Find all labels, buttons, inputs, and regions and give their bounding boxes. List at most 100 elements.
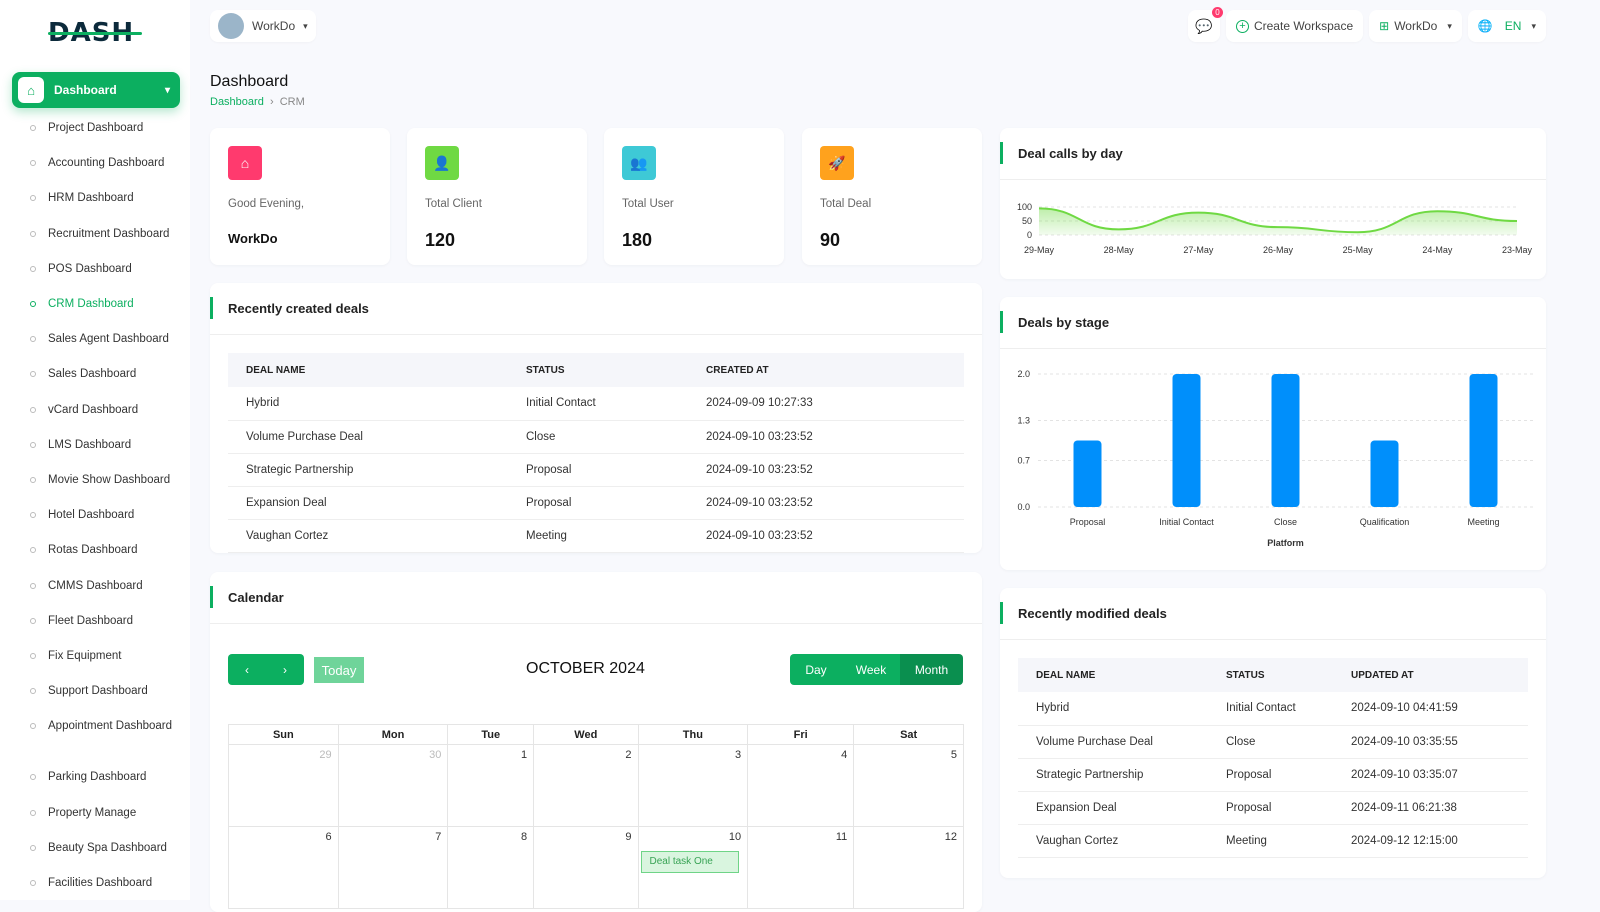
calendar-day[interactable]: 4	[747, 744, 855, 827]
calendar-day[interactable]: 12	[853, 826, 964, 909]
calendar-day[interactable]: 1	[447, 744, 535, 827]
workspace-switcher[interactable]: WorkDo ▾	[210, 10, 316, 42]
calendar-day[interactable]: 8	[447, 826, 535, 909]
day-number: 6	[325, 831, 332, 843]
calendar-day[interactable]: 11	[747, 826, 855, 909]
sidebar-item[interactable]: HRM Dashboard	[30, 190, 180, 206]
table-row[interactable]: Expansion Deal Proposal 2024-09-11 06:21:3…	[1018, 791, 1528, 825]
y-tick-label: 2.0	[1017, 369, 1030, 379]
sidebar-item[interactable]: CRM Dashboard	[30, 296, 180, 312]
today-button[interactable]: Today	[314, 657, 364, 683]
prev-month-button[interactable]: ‹	[228, 654, 266, 685]
sidebar-item[interactable]: Movie Show Dashboard	[30, 472, 180, 488]
language-selector[interactable]: 🌐 EN ▾	[1467, 10, 1546, 42]
sidebar-item-label: Dashboard	[54, 83, 117, 97]
chevron-down-icon: ▾	[1531, 20, 1536, 31]
chevron-down-icon: ▾	[1447, 20, 1452, 31]
logo[interactable]: DASH	[48, 18, 143, 48]
rocket-icon: 🚀	[820, 146, 854, 180]
sidebar-item[interactable]: vCard Dashboard	[30, 402, 180, 418]
sidebar-item-label: HRM Dashboard	[48, 192, 134, 205]
sidebar-item[interactable]: LMS Dashboard	[30, 437, 180, 453]
table-row[interactable]: Strategic Partnership Proposal 2024-09-10 …	[1018, 758, 1528, 792]
table-row[interactable]: Vaughan Cortez Meeting 2024-09-10 03:23:52	[228, 519, 964, 553]
calendar-day[interactable]: 30	[337, 744, 449, 827]
language-label: EN	[1504, 19, 1522, 33]
calendar-event[interactable]: Deal task One	[640, 851, 740, 873]
table-cell: 2024-09-09 10:27:33	[688, 387, 964, 421]
table-cell: 2024-09-11 06:21:38	[1333, 791, 1528, 825]
day-number: 2	[625, 749, 632, 761]
deals-by-stage-card: Deals by stage 0.0 0.7 1.3 2.0 Proposal Initi…	[1000, 297, 1546, 570]
sidebar-item-label: Support Dashboard	[48, 685, 148, 698]
sidebar-item[interactable]: Accounting Dashboard	[30, 155, 180, 171]
sidebar-item-label: Accounting Dashboard	[48, 157, 165, 170]
day-number: 30	[429, 749, 442, 761]
page-title: Dashboard	[210, 73, 289, 90]
stat-value: WorkDo	[228, 231, 278, 246]
table-row[interactable]: Hybrid Initial Contact 2024-09-10 04:41:59	[1018, 692, 1528, 726]
sidebar: DASH ⌂ Dashboard ▾ Project Dashboard Accoun…	[0, 0, 190, 900]
table-row[interactable]: Volume Purchase Deal Close 2024-09-10 03:2…	[228, 420, 964, 454]
home-icon: ⌂	[18, 77, 44, 103]
calendar-day[interactable]: 6	[228, 826, 339, 909]
view-day-button[interactable]: Day	[790, 654, 842, 685]
sidebar-item-label: Parking Dashboard	[48, 771, 147, 784]
bullet-icon	[30, 844, 36, 851]
chevron-down-icon: ▾	[164, 84, 170, 96]
sidebar-item[interactable]: Facilities Dashboard	[30, 875, 180, 891]
breadcrumb-dashboard[interactable]: Dashboard	[210, 96, 264, 108]
sidebar-item[interactable]: Fix Equipment	[30, 648, 180, 664]
sidebar-item[interactable]: CMMS Dashboard	[30, 578, 180, 594]
sidebar-item[interactable]: Sales Agent Dashboard	[30, 331, 180, 347]
table-row[interactable]: Volume Purchase Deal Close 2024-09-10 03:3…	[1018, 725, 1528, 759]
messages-button[interactable]: 💬 0	[1187, 7, 1223, 42]
table-cell: Vaughan Cortez	[228, 519, 508, 553]
next-month-button[interactable]: ›	[266, 654, 304, 685]
sidebar-item[interactable]: Rotas Dashboard	[30, 542, 180, 558]
sidebar-item[interactable]: Recruitment Dashboard	[30, 226, 180, 242]
calendar-month: OCTOBER 2024	[526, 660, 645, 677]
sidebar-item-label: Sales Agent Dashboard	[48, 333, 169, 346]
stat-card: 👥 Total User 180	[604, 128, 784, 265]
sidebar-item[interactable]: Fleet Dashboard	[30, 613, 180, 629]
stat-card: ⌂ Good Evening, WorkDo	[210, 128, 390, 265]
bullet-icon	[30, 160, 36, 167]
calendar-day[interactable]: 3	[637, 744, 749, 827]
weekday-header: Mon	[337, 724, 449, 745]
sidebar-item[interactable]: Appointment Dashboard	[30, 718, 180, 734]
sidebar-item-label: Movie Show Dashboard	[48, 474, 171, 486]
sidebar-item[interactable]: POS Dashboard	[30, 261, 180, 277]
area-fill	[1039, 208, 1517, 235]
create-workspace-button[interactable]: + Create Workspace	[1225, 10, 1364, 42]
table-row[interactable]: Strategic Partnership Proposal 2024-09-10 …	[228, 453, 964, 487]
table-row[interactable]: Hybrid Initial Contact 2024-09-09 10:27:33	[228, 387, 964, 421]
calendar-day[interactable]: 7	[337, 826, 449, 909]
calendar-day[interactable]: 5	[853, 744, 964, 827]
sidebar-item[interactable]: Property Manage	[30, 805, 180, 821]
sidebar-item[interactable]: Parking Dashboard	[30, 769, 180, 785]
calendar-day[interactable]: 29	[228, 744, 339, 827]
sidebar-item[interactable]: Hotel Dashboard	[30, 507, 180, 523]
sidebar-item[interactable]: Sales Dashboard	[30, 366, 180, 382]
workspace-menu[interactable]: ⊞ WorkDo ▾	[1369, 10, 1462, 42]
apps-icon: ⊞	[1379, 19, 1390, 33]
bullet-icon	[30, 406, 36, 413]
view-week-button[interactable]: Week	[842, 654, 900, 685]
sidebar-item[interactable]: Project Dashboard	[30, 120, 180, 136]
column-header: UPDATED AT	[1333, 658, 1528, 692]
table-cell: Hybrid	[1018, 692, 1208, 726]
table-cell: Close	[508, 420, 688, 454]
sidebar-item-dashboard[interactable]: ⌂ Dashboard ▾	[12, 72, 180, 108]
sidebar-item[interactable]: Beauty Spa Dashboard	[30, 840, 180, 856]
table-row[interactable]: Vaughan Cortez Meeting 2024-09-12 12:15:00	[1018, 824, 1528, 858]
calendar-day[interactable]: 2	[533, 744, 639, 827]
x-tick-label: Meeting	[1467, 517, 1499, 527]
table-cell: 2024-09-10 04:41:59	[1333, 692, 1528, 726]
table-row[interactable]: Expansion Deal Proposal 2024-09-10 03:23:5…	[228, 486, 964, 520]
y-tick-label: 50	[1022, 216, 1032, 226]
sidebar-item[interactable]: Support Dashboard	[30, 683, 180, 699]
calendar-day[interactable]: 10 Deal task One	[637, 826, 749, 909]
view-month-button[interactable]: Month	[900, 654, 963, 685]
calendar-day[interactable]: 9	[533, 826, 639, 909]
